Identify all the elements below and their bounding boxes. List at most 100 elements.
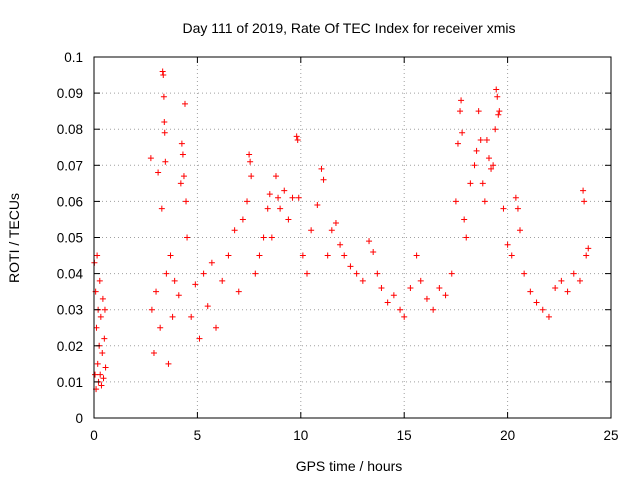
data-point bbox=[148, 306, 155, 313]
data-point bbox=[458, 97, 465, 104]
data-point bbox=[341, 252, 348, 259]
data-point bbox=[366, 238, 373, 245]
data-point bbox=[165, 360, 172, 367]
data-point bbox=[390, 292, 397, 299]
data-point bbox=[459, 129, 466, 136]
data-point bbox=[99, 295, 106, 302]
data-point bbox=[266, 191, 273, 198]
data-point bbox=[564, 288, 571, 295]
data-point bbox=[275, 194, 282, 201]
data-point bbox=[208, 259, 215, 266]
y-tick-label: 0.02 bbox=[57, 339, 83, 354]
data-point bbox=[158, 205, 165, 212]
data-point bbox=[512, 194, 519, 201]
x-tick-label: 25 bbox=[603, 428, 618, 443]
y-tick-label: 0.1 bbox=[64, 50, 83, 65]
data-point bbox=[102, 364, 109, 371]
data-point bbox=[184, 234, 191, 241]
data-point bbox=[181, 100, 188, 107]
data-point bbox=[508, 252, 515, 259]
data-point bbox=[98, 382, 105, 389]
data-point bbox=[277, 205, 284, 212]
axes: 0 0.01 0.02 0.03 0.04 0.05 0.06 0.07 0.08 0.09 0.1… bbox=[57, 50, 619, 443]
data-point bbox=[314, 202, 321, 209]
data-point bbox=[417, 277, 424, 284]
y-axis-label: ROTI / TECUs bbox=[6, 193, 22, 283]
data-point bbox=[384, 299, 391, 306]
data-point bbox=[96, 277, 103, 284]
data-point bbox=[570, 270, 577, 277]
data-point bbox=[163, 270, 170, 277]
data-point bbox=[295, 194, 302, 201]
data-point bbox=[493, 86, 500, 93]
data-point bbox=[471, 162, 478, 169]
data-point bbox=[252, 270, 259, 277]
data-point bbox=[94, 252, 101, 259]
data-point bbox=[183, 198, 190, 205]
data-point bbox=[299, 252, 306, 259]
data-point bbox=[467, 180, 474, 187]
data-point bbox=[545, 313, 552, 320]
data-point bbox=[527, 288, 534, 295]
data-point bbox=[180, 173, 187, 180]
data-point bbox=[504, 241, 511, 248]
data-point bbox=[219, 277, 226, 284]
data-point bbox=[160, 72, 167, 79]
data-point bbox=[442, 292, 449, 299]
data-point bbox=[294, 137, 301, 144]
data-point bbox=[514, 205, 521, 212]
data-point bbox=[196, 335, 203, 342]
data-point bbox=[378, 285, 385, 292]
data-point bbox=[359, 277, 366, 284]
data-point bbox=[159, 68, 166, 75]
data-point bbox=[100, 375, 107, 382]
data-point bbox=[558, 277, 565, 284]
data-point bbox=[167, 252, 174, 259]
data-point bbox=[401, 313, 408, 320]
data-point bbox=[177, 180, 184, 187]
data-point bbox=[178, 140, 185, 147]
data-point bbox=[463, 234, 470, 241]
y-tick-label: 0.06 bbox=[57, 194, 83, 209]
data-point bbox=[576, 277, 583, 284]
data-point bbox=[235, 288, 242, 295]
data-point bbox=[457, 108, 464, 115]
data-point bbox=[213, 324, 220, 331]
data-point bbox=[160, 93, 167, 100]
data-point bbox=[289, 194, 296, 201]
data-point bbox=[192, 281, 199, 288]
y-tick-label: 0.08 bbox=[57, 122, 83, 137]
data-point bbox=[430, 306, 437, 313]
data-point bbox=[248, 173, 255, 180]
data-point bbox=[481, 198, 488, 205]
data-point bbox=[477, 137, 484, 144]
x-tick-label: 0 bbox=[90, 428, 98, 443]
data-point bbox=[204, 303, 211, 310]
y-tick-label: 0.03 bbox=[57, 303, 83, 318]
data-point bbox=[304, 270, 311, 277]
data-point bbox=[239, 216, 246, 223]
y-tick-label: 0.05 bbox=[57, 231, 83, 246]
data-point bbox=[97, 313, 104, 320]
data-point bbox=[94, 360, 101, 367]
data-point bbox=[231, 227, 238, 234]
data-point bbox=[281, 187, 288, 194]
data-point bbox=[264, 205, 271, 212]
data-point bbox=[552, 285, 559, 292]
data-point bbox=[157, 324, 164, 331]
data-point bbox=[324, 252, 331, 259]
y-tick-label: 0 bbox=[75, 411, 83, 426]
data-point bbox=[353, 270, 360, 277]
data-point bbox=[175, 292, 182, 299]
data-point bbox=[256, 252, 263, 259]
data-point bbox=[97, 371, 104, 378]
data-point bbox=[244, 198, 251, 205]
data-point bbox=[308, 227, 315, 234]
data-point bbox=[153, 288, 160, 295]
data-point bbox=[101, 306, 108, 313]
data-point bbox=[461, 216, 468, 223]
y-tick-label: 0.01 bbox=[57, 375, 83, 390]
data-point bbox=[521, 270, 528, 277]
x-tick-label: 20 bbox=[500, 428, 515, 443]
